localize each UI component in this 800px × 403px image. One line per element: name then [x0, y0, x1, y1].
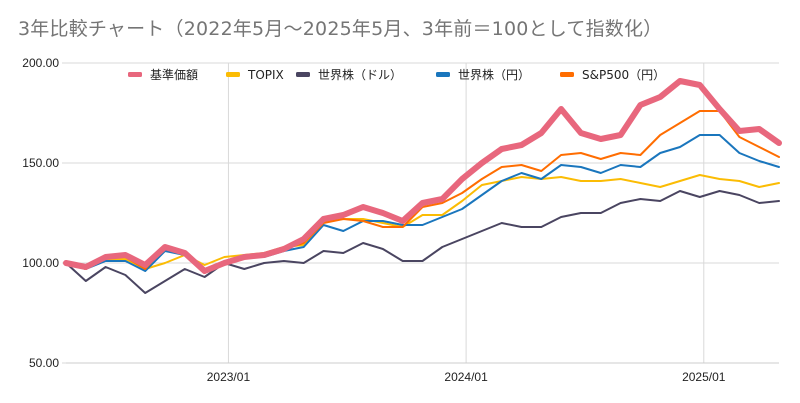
y-tick-label: 150.00: [22, 156, 59, 170]
series-line-TOPIX: [65, 174, 780, 270]
legend-label: 基準価額: [150, 67, 198, 82]
legend-item: S&P500（円）: [560, 68, 665, 82]
chart-title: 3年比較チャート（2022年5月～2025年5月、3年前＝100として指数化）: [18, 18, 663, 40]
grid-lines: [62, 62, 779, 364]
legend-item: TOPIX: [226, 68, 284, 82]
x-tick-label: 2023/01: [207, 370, 251, 384]
legend-swatch: [128, 72, 142, 77]
legend-label: 世界株（ドル）: [318, 67, 402, 82]
x-axis: 2023/01 2024/01 2025/01: [66, 362, 779, 384]
legend-label: TOPIX: [247, 68, 284, 82]
y-axis: 200.00 150.00 100.00 50.00: [22, 56, 59, 370]
series-line-世界株（ドル）: [65, 190, 780, 294]
series-lines: [63, 78, 782, 294]
legend-label: S&P500（円）: [582, 68, 665, 82]
y-tick-label: 50.00: [29, 356, 59, 370]
legend-item: 世界株（ドル）: [296, 67, 402, 82]
legend-swatch: [436, 72, 450, 77]
x-tick-label: 2024/01: [444, 370, 488, 384]
x-tick-label: 2025/01: [682, 370, 726, 384]
legend: 基準価額 TOPIX 世界株（ドル） 世界株（円） S&P500（円）: [128, 67, 665, 82]
legend-item: 世界株（円）: [436, 67, 530, 82]
legend-swatch: [296, 72, 310, 77]
series-line-基準価額: [63, 78, 782, 274]
y-tick-label: 200.00: [22, 56, 59, 70]
legend-item: 基準価額: [128, 67, 198, 82]
legend-swatch: [226, 72, 240, 77]
legend-label: 世界株（円）: [458, 67, 530, 82]
legend-swatch: [560, 72, 574, 77]
y-tick-label: 100.00: [22, 256, 59, 270]
